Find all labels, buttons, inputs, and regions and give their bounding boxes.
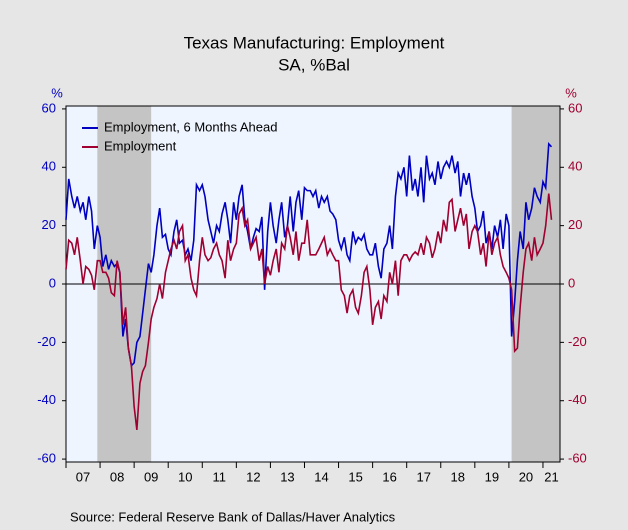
x-tick-label: 13	[280, 469, 294, 484]
y2-tick-label: -40	[568, 392, 587, 407]
chart-title: Texas Manufacturing: Employment	[184, 33, 445, 52]
legend-label: Employment	[104, 138, 177, 153]
x-tick-label: 15	[348, 469, 362, 484]
x-tick-label: 18	[451, 469, 465, 484]
x-tick-label: 16	[382, 469, 396, 484]
x-tick-label: 19	[485, 469, 499, 484]
y2-axis-label: %	[565, 85, 577, 100]
x-tick-label: 12	[246, 469, 260, 484]
x-tick-label: 14	[314, 469, 328, 484]
x-tick-label: 20	[519, 469, 533, 484]
y2-tick-label: 60	[568, 100, 582, 115]
x-tick-label: 07	[76, 469, 90, 484]
chart-subtitle: SA, %Bal	[278, 55, 350, 74]
y2-tick-label: -20	[568, 334, 587, 349]
x-tick-label: 08	[110, 469, 124, 484]
y-tick-label: -40	[37, 392, 56, 407]
x-tick-label: 09	[144, 469, 158, 484]
x-tick-label: 11	[213, 469, 227, 484]
y2-tick-label: 0	[568, 275, 575, 290]
y-tick-label: 40	[42, 159, 56, 174]
y2-tick-label: 40	[568, 159, 582, 174]
legend-label: Employment, 6 Months Ahead	[104, 119, 277, 134]
x-tick-label: 21	[544, 469, 558, 484]
x-tick-label: 10	[178, 469, 192, 484]
y-tick-label: 60	[42, 100, 56, 115]
y-axis-label: %	[51, 85, 63, 100]
y-tick-label: 0	[49, 275, 56, 290]
y2-tick-label: 20	[568, 217, 582, 232]
y-tick-label: -20	[37, 334, 56, 349]
series-line	[65, 193, 553, 430]
y2-tick-label: -60	[568, 451, 587, 466]
x-tick-label: 17	[416, 469, 430, 484]
y-tick-label: -60	[37, 451, 56, 466]
source: Source: Federal Reserve Bank of Dallas/H…	[70, 509, 396, 524]
y-tick-label: 20	[42, 217, 56, 232]
series-line	[65, 142, 553, 368]
